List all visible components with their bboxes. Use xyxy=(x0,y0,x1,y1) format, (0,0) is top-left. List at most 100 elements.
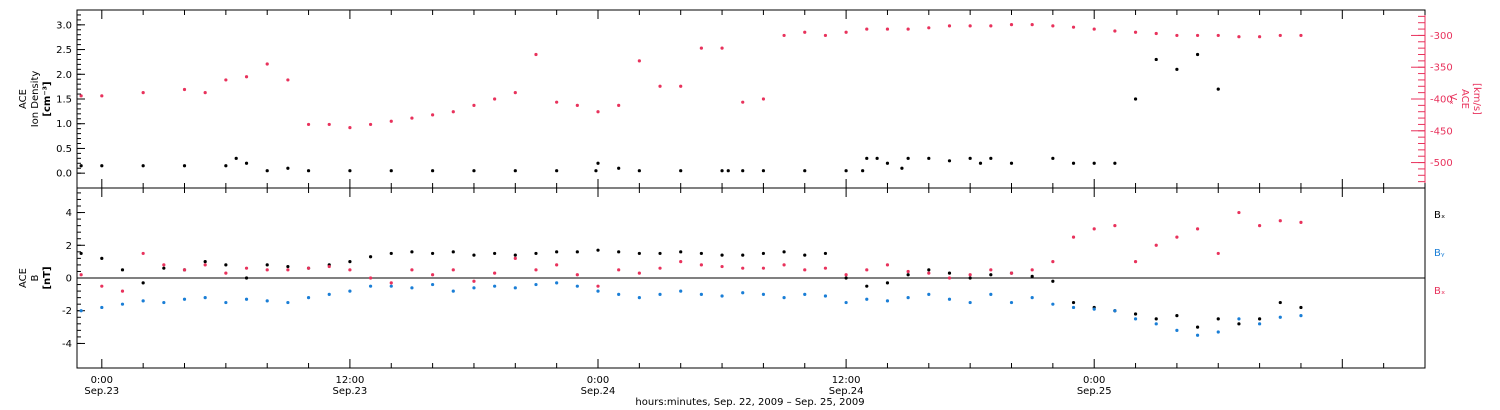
series-0 xyxy=(79,52,1220,173)
data-point xyxy=(865,156,869,160)
data-point xyxy=(844,169,848,173)
data-point xyxy=(968,276,972,280)
data-point xyxy=(1051,302,1055,306)
data-point xyxy=(431,169,435,173)
data-point xyxy=(389,169,393,173)
data-point xyxy=(947,159,952,163)
data-point xyxy=(1030,23,1034,27)
x-tick-label-time: 0:00 xyxy=(1083,375,1105,386)
data-point xyxy=(637,251,641,256)
data-point xyxy=(203,263,207,267)
y-tick-label: 1.5 xyxy=(56,95,72,106)
y2-axis-label-line: Vₓ xyxy=(1447,93,1458,104)
data-point xyxy=(1175,33,1179,38)
data-point xyxy=(286,264,290,269)
y2-tick-label: -300 xyxy=(1430,31,1453,42)
data-point xyxy=(1133,30,1138,34)
data-point xyxy=(1195,227,1200,231)
data-point xyxy=(410,268,414,272)
data-point xyxy=(823,266,828,270)
data-point xyxy=(699,46,703,50)
data-point xyxy=(79,164,83,168)
series-2 xyxy=(79,210,1303,293)
data-point xyxy=(741,100,745,104)
data-point xyxy=(741,291,745,295)
data-point xyxy=(699,251,703,256)
y-tick-label: 3.0 xyxy=(56,20,72,31)
y-tick-label: 1.0 xyxy=(56,119,72,130)
data-point xyxy=(1299,305,1303,310)
data-point xyxy=(100,284,104,288)
data-point xyxy=(637,296,641,300)
data-point xyxy=(1216,33,1220,38)
data-point xyxy=(1258,224,1262,228)
data-point xyxy=(947,271,952,275)
data-point xyxy=(885,27,890,31)
y-axis-label: ACEB[nT] xyxy=(18,266,53,289)
data-point xyxy=(1154,243,1158,247)
data-point xyxy=(1237,317,1241,321)
data-point xyxy=(1092,161,1096,165)
data-point xyxy=(844,273,848,277)
data-point xyxy=(120,289,125,293)
data-point xyxy=(617,250,621,254)
data-point xyxy=(782,33,786,38)
data-point xyxy=(906,273,910,277)
data-point xyxy=(927,271,931,275)
data-point xyxy=(286,78,290,82)
data-point xyxy=(244,75,249,79)
data-point xyxy=(596,289,600,293)
data-point xyxy=(968,273,972,277)
data-point xyxy=(720,264,724,269)
data-point xyxy=(968,300,972,305)
data-point xyxy=(1071,161,1076,165)
data-point xyxy=(162,263,166,267)
data-point xyxy=(617,268,621,272)
x-tick-label-date: Sep.23 xyxy=(84,386,119,397)
data-point xyxy=(513,169,517,173)
data-point xyxy=(596,284,600,288)
data-point xyxy=(1195,325,1200,329)
data-point xyxy=(327,264,331,269)
data-point xyxy=(1133,97,1138,101)
data-point xyxy=(1051,156,1055,160)
data-point xyxy=(927,156,931,160)
data-point xyxy=(513,91,517,95)
y-tick-label: -2 xyxy=(62,306,72,317)
data-point xyxy=(265,263,269,267)
data-point xyxy=(555,263,559,267)
data-point xyxy=(803,169,807,173)
data-point xyxy=(1071,25,1076,29)
y-tick-label: 0.5 xyxy=(56,144,72,155)
data-point xyxy=(761,169,766,173)
data-point xyxy=(1237,35,1241,39)
legend-entry: Bₓ xyxy=(1434,210,1445,221)
data-point xyxy=(472,286,476,290)
data-point xyxy=(451,250,455,254)
data-point xyxy=(555,250,559,254)
data-point xyxy=(224,263,228,267)
data-point xyxy=(637,169,641,173)
y2-axis-label-line: [km/s] xyxy=(1471,83,1482,115)
data-point xyxy=(1133,312,1138,316)
data-point xyxy=(803,268,807,272)
data-point xyxy=(989,156,993,160)
data-point xyxy=(1133,260,1138,264)
data-point xyxy=(389,251,393,256)
data-point xyxy=(1237,210,1241,215)
data-point xyxy=(699,292,703,296)
data-point xyxy=(1092,227,1096,231)
data-point xyxy=(1216,330,1220,334)
data-point xyxy=(1299,220,1303,224)
x-tick-label-date: Sep.23 xyxy=(333,386,368,397)
series-1 xyxy=(79,23,1303,130)
data-point xyxy=(306,122,311,127)
data-point xyxy=(451,289,455,293)
data-point xyxy=(885,281,890,285)
data-point xyxy=(100,256,104,260)
data-point xyxy=(1030,268,1034,272)
data-point xyxy=(1113,309,1117,313)
y2-tick-label: -350 xyxy=(1430,63,1453,74)
data-point xyxy=(906,296,910,300)
data-point xyxy=(286,268,290,272)
